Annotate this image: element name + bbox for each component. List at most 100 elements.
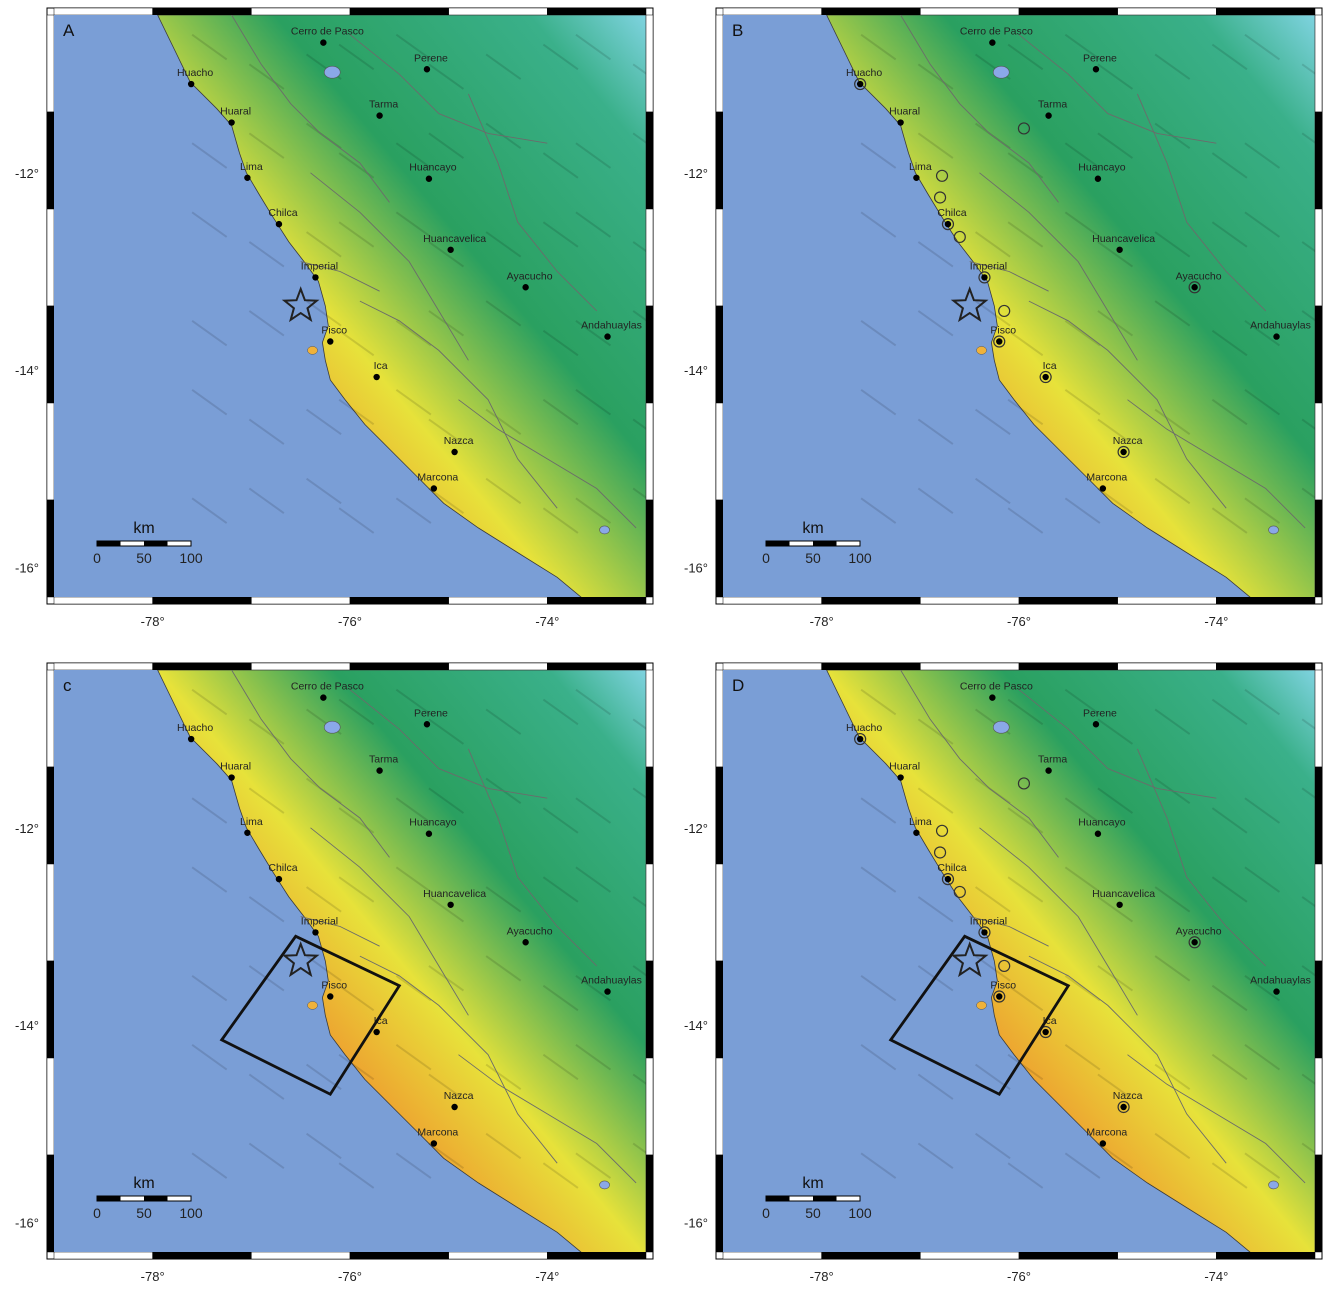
lon-tick-label: -74° bbox=[535, 614, 559, 629]
city-label: Lima bbox=[240, 161, 263, 173]
admin-boundary bbox=[310, 827, 469, 1016]
terrain-ridge bbox=[917, 310, 954, 337]
frame-segment bbox=[46, 499, 55, 598]
city-label: Huaral bbox=[220, 761, 251, 773]
terrain-ridge bbox=[1244, 389, 1281, 416]
terrain-ridge bbox=[975, 477, 1011, 505]
terrain-ridge bbox=[428, 1073, 465, 1100]
terrain-ridge bbox=[1301, 310, 1315, 322]
admin-boundary bbox=[1136, 748, 1267, 967]
terrain-ridge bbox=[575, 33, 612, 61]
terrain-ridge bbox=[1007, 1053, 1044, 1081]
terrain-ridge bbox=[1154, 300, 1191, 327]
map-content: Cerro de Pasco Huacho Perene Huaral Tarma Lim… bbox=[826, 670, 1315, 1252]
city-label: Cerro de Pasco bbox=[291, 26, 364, 38]
terrain-ridge bbox=[248, 1073, 285, 1100]
city-label: Huacho bbox=[177, 67, 213, 79]
scale-tick-label: 50 bbox=[805, 1205, 821, 1221]
terrain-ridge bbox=[1154, 231, 1191, 258]
terrain-ridge bbox=[1064, 797, 1101, 824]
frame-segment bbox=[715, 402, 724, 501]
land-area bbox=[826, 15, 1315, 597]
city-dot bbox=[1273, 333, 1280, 340]
scale-unit-label: km bbox=[802, 520, 823, 537]
terrain-ridge bbox=[1154, 408, 1191, 436]
terrain-ridge bbox=[860, 974, 897, 1002]
terrain-ridge bbox=[542, 807, 579, 834]
terrain-ridge bbox=[542, 398, 579, 426]
terrain-ridge bbox=[1097, 487, 1134, 514]
frame-segment bbox=[645, 1057, 654, 1156]
terrain-ridge bbox=[1097, 718, 1134, 745]
terrain-ridge bbox=[395, 319, 432, 347]
frame-segment bbox=[46, 305, 55, 404]
frame-segment bbox=[920, 1251, 1020, 1260]
city-label: Imperial bbox=[970, 260, 1007, 272]
panel-label: B bbox=[732, 21, 743, 40]
city-label: Huancavelica bbox=[1092, 233, 1155, 245]
terrain-ridge bbox=[395, 1152, 432, 1179]
map-content: Cerro de Pasco Huacho Perene Huaral Tarma Lim… bbox=[157, 670, 646, 1252]
terrain-ridge bbox=[575, 497, 612, 524]
terrain-ridge bbox=[191, 497, 228, 524]
intensity-circle bbox=[978, 926, 991, 939]
terrain-ridge bbox=[248, 896, 285, 923]
intensity-circle bbox=[993, 335, 1006, 348]
frame-segment bbox=[1314, 111, 1323, 210]
epicenter-star-icon bbox=[281, 941, 320, 978]
frame-segment bbox=[251, 1251, 351, 1260]
city-dot bbox=[996, 993, 1003, 1000]
intensity-circle bbox=[935, 824, 949, 837]
terrain-ridge bbox=[542, 1162, 579, 1189]
terrain-ridge bbox=[395, 142, 432, 169]
terrain-ridge bbox=[395, 497, 432, 524]
terrain-ridge bbox=[542, 507, 579, 534]
city-dot bbox=[312, 929, 319, 936]
lon-tick-label: -74° bbox=[535, 1269, 559, 1284]
terrain-ridge bbox=[860, 797, 897, 824]
city-dot bbox=[376, 112, 383, 119]
terrain-ridge bbox=[395, 33, 432, 61]
city-dot bbox=[897, 119, 904, 126]
terrain-ridge bbox=[1097, 1142, 1134, 1169]
frame-segment bbox=[46, 14, 55, 113]
scale-unit-label: km bbox=[802, 1175, 823, 1192]
paracas-peninsula bbox=[976, 346, 987, 355]
city-dot bbox=[1099, 485, 1107, 492]
city-label: Lima bbox=[909, 161, 932, 173]
lon-tick-label: -76° bbox=[1007, 614, 1031, 629]
city-dot bbox=[989, 39, 996, 46]
city-label: Ayacucho bbox=[507, 925, 553, 937]
city-dot bbox=[423, 66, 431, 73]
terrain-ridge bbox=[1244, 1044, 1281, 1071]
terrain-ridge bbox=[248, 310, 285, 337]
city-label: Huancavelica bbox=[423, 888, 486, 900]
intensity-circle bbox=[978, 271, 991, 284]
terrain-ridge bbox=[1154, 53, 1191, 80]
city-dot bbox=[187, 735, 195, 743]
city-dot bbox=[1191, 284, 1198, 291]
city-dot bbox=[981, 274, 988, 281]
frame-segment bbox=[1117, 662, 1217, 671]
terrain-ridge bbox=[1007, 43, 1044, 71]
city-label: Huacho bbox=[846, 722, 882, 734]
lake-small bbox=[599, 525, 610, 535]
scale-bar-segment bbox=[97, 1196, 121, 1201]
terrain-ridge bbox=[917, 896, 954, 923]
scale-tick-label: 50 bbox=[136, 1205, 152, 1221]
terrain-ridge bbox=[428, 63, 465, 90]
frame-segment bbox=[251, 596, 351, 605]
city-label: Ica bbox=[374, 360, 388, 372]
city-label: Cerro de Pasco bbox=[960, 26, 1033, 38]
frame-segment bbox=[722, 7, 822, 16]
terrain-ridge bbox=[1244, 211, 1281, 238]
terrain-ridge bbox=[428, 241, 465, 268]
terrain-ridge bbox=[575, 688, 612, 716]
city-dot bbox=[423, 721, 431, 728]
terrain-ridge bbox=[1097, 132, 1134, 159]
city-dot bbox=[996, 338, 1003, 345]
terrain-ridge bbox=[1301, 63, 1315, 75]
city-label: Huancayo bbox=[409, 817, 456, 829]
terrain-ridge bbox=[1064, 211, 1101, 238]
terrain-ridge bbox=[248, 241, 285, 268]
